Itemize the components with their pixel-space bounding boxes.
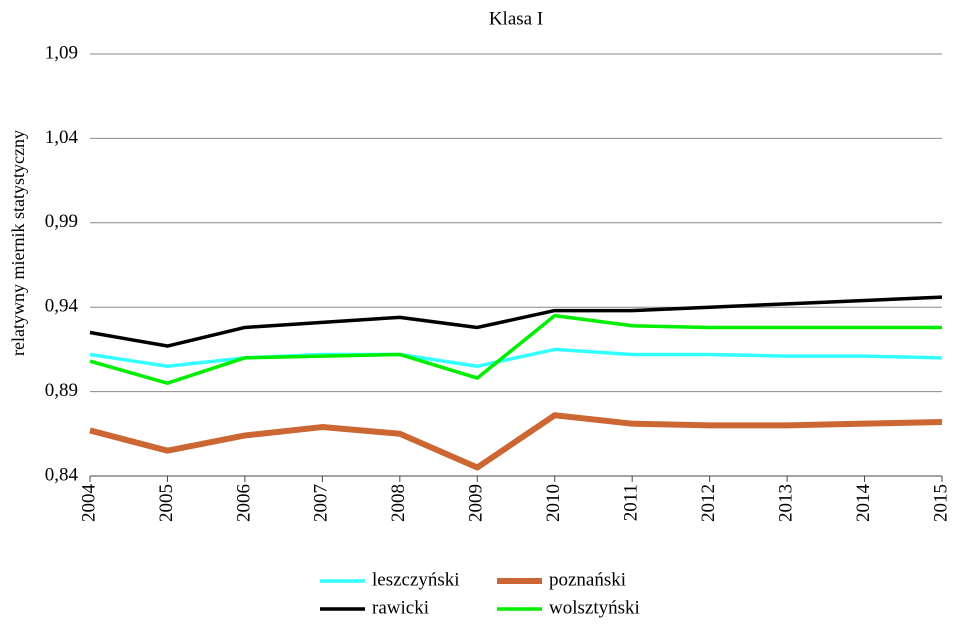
y-tick-label: 1,04 — [45, 127, 79, 148]
series-line — [89, 313, 942, 385]
x-tick-label: 2012 — [698, 484, 719, 522]
x-tick-label: 2008 — [388, 484, 409, 522]
x-tick-label: 2011 — [621, 484, 642, 521]
y-tick-label: 1,09 — [45, 42, 78, 63]
y-tick-label: 0,84 — [45, 464, 79, 485]
y-tick-label: 0,89 — [45, 380, 78, 401]
legend-label: wolsztyński — [549, 597, 640, 618]
x-tick-label: 2014 — [853, 484, 874, 523]
legend-label: rawicki — [372, 597, 429, 618]
y-axis-title: relatywny miernik statystyczny — [8, 130, 28, 356]
x-tick-label: 2004 — [78, 484, 99, 523]
series-line — [89, 347, 943, 369]
x-tick-label: 2007 — [311, 484, 332, 522]
chart-title: Klasa I — [489, 8, 543, 29]
x-tick-label: 2010 — [543, 484, 564, 522]
y-tick-label: 0,99 — [45, 211, 78, 232]
x-tick-label: 2009 — [466, 484, 487, 522]
series-line — [89, 295, 943, 348]
legend-label: leszczyński — [372, 569, 460, 590]
x-tick-label: 2006 — [233, 484, 254, 522]
y-tick-label: 0,94 — [45, 296, 79, 317]
series-line — [89, 412, 943, 471]
legend-label: poznański — [549, 569, 626, 590]
x-tick-label: 2015 — [930, 484, 951, 522]
x-tick-label: 2013 — [775, 484, 796, 522]
x-tick-label: 2005 — [156, 484, 177, 522]
